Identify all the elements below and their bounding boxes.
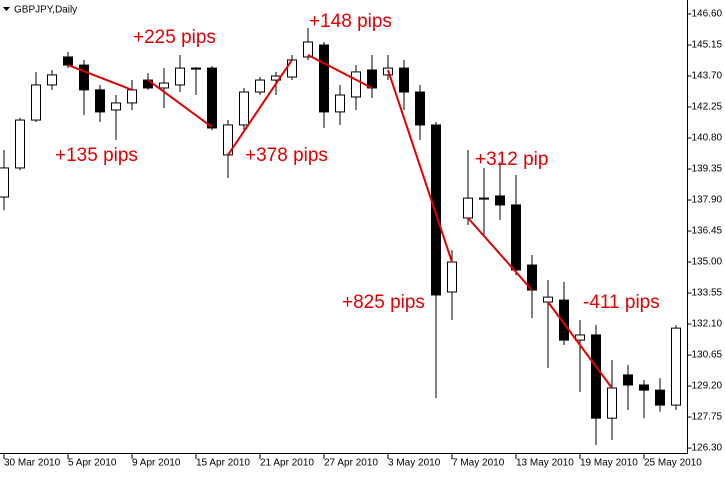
candle-body — [319, 44, 329, 113]
candle-body — [127, 89, 137, 104]
annotation-line — [147, 79, 213, 128]
candle-body — [15, 119, 25, 169]
candle-body — [591, 334, 601, 419]
candle-body — [639, 384, 649, 391]
candle-body — [159, 82, 169, 89]
y-tick-label: 140.80 — [692, 133, 723, 144]
y-tick-label: 126.30 — [692, 443, 723, 454]
candle-body — [335, 94, 345, 113]
x-tick-label: 30 Mar 2010 — [4, 458, 61, 469]
candle-body — [543, 296, 553, 303]
candle-body — [255, 79, 265, 93]
candle-body — [431, 124, 441, 296]
x-tick-label: 3 May 2010 — [388, 458, 441, 469]
candle-body — [671, 327, 681, 406]
y-tick-label: 145.15 — [692, 40, 723, 51]
candle-body — [351, 71, 361, 98]
candle-body — [655, 389, 665, 406]
y-tick-label: 135.00 — [692, 257, 723, 268]
annotation-line — [307, 54, 373, 89]
y-tick-label: 133.55 — [692, 288, 723, 299]
annotation-line — [67, 64, 133, 91]
chart-title: GBPJPY,Daily — [14, 5, 77, 16]
x-tick-label: 9 Apr 2010 — [132, 458, 181, 469]
x-tick-label: 19 May 2010 — [580, 458, 638, 469]
menu-arrow[interactable] — [3, 7, 10, 11]
annotation-label: +825 pips — [342, 292, 425, 313]
annotation-label: -411 pips — [583, 292, 660, 313]
x-tick-label: 27 Apr 2010 — [324, 458, 378, 469]
x-tick-label: 25 May 2010 — [644, 458, 702, 469]
candle-body — [559, 299, 569, 341]
candle-body — [511, 204, 521, 271]
candle-body — [479, 197, 489, 200]
candle-body — [79, 64, 89, 91]
annotation-line — [387, 69, 453, 263]
candle-body — [447, 261, 457, 293]
candle-body — [111, 102, 121, 111]
candle-body — [63, 56, 73, 66]
y-tick-label: 129.20 — [692, 381, 723, 392]
annotation-line — [467, 217, 533, 291]
y-tick-label: 127.75 — [692, 412, 723, 423]
candle-body — [239, 91, 249, 126]
annotation-label: +312 pip — [475, 149, 548, 170]
y-tick-label: 146.60 — [692, 9, 723, 20]
candle-body — [191, 67, 201, 70]
candle-body — [207, 67, 217, 129]
candle-body — [399, 67, 409, 93]
candle-body — [0, 167, 9, 198]
candle-body — [495, 195, 505, 206]
candle-body — [623, 374, 633, 386]
x-tick-label: 7 May 2010 — [452, 458, 505, 469]
x-tick-label: 15 Apr 2010 — [196, 458, 250, 469]
annotation-label: +378 pips — [245, 145, 328, 166]
annotation-line — [547, 301, 613, 389]
annotation-line — [227, 59, 293, 156]
y-tick-label: 136.45 — [692, 226, 723, 237]
y-tick-label: 139.35 — [692, 164, 723, 175]
candle-body — [607, 387, 617, 419]
y-tick-label: 142.25 — [692, 102, 723, 113]
candle-body — [463, 197, 473, 219]
y-tick-label: 143.70 — [692, 71, 723, 82]
candle-body — [95, 89, 105, 113]
x-tick-label: 21 Apr 2010 — [260, 458, 314, 469]
y-tick-label: 137.90 — [692, 195, 723, 206]
annotation-label: +225 pips — [133, 27, 216, 48]
candle-body — [175, 67, 185, 86]
candle-body — [303, 41, 313, 58]
candle-body — [287, 59, 297, 78]
y-tick-label: 130.65 — [692, 350, 723, 361]
y-tick-label: 132.10 — [692, 319, 723, 330]
annotation-label: +135 pips — [55, 145, 138, 166]
candle-body — [415, 91, 425, 126]
candle-body — [31, 84, 41, 121]
candle-body — [47, 74, 57, 86]
annotation-label: +148 pips — [309, 11, 392, 32]
x-tick-label: 13 May 2010 — [516, 458, 574, 469]
x-tick-label: 5 Apr 2010 — [68, 458, 117, 469]
